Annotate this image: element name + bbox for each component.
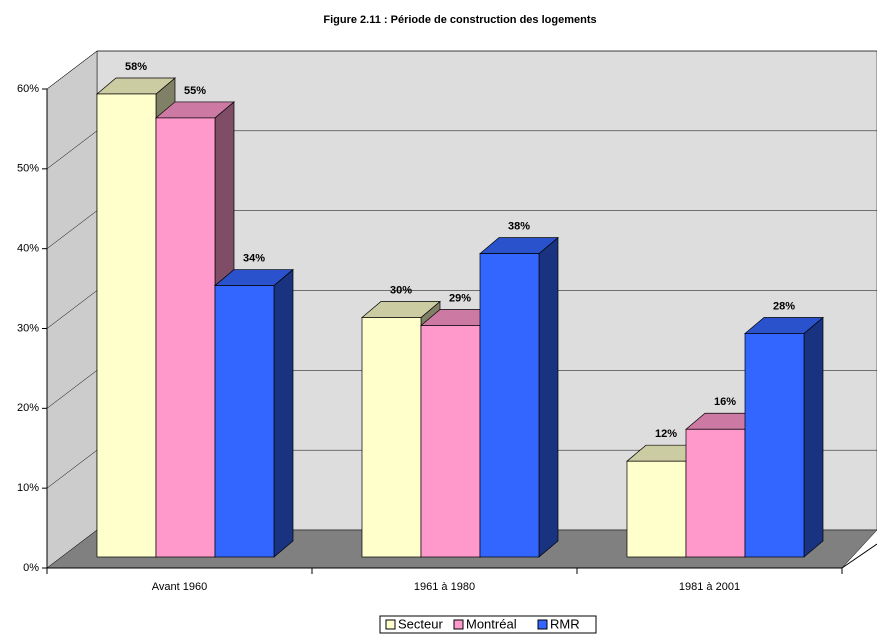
y-tick-label: 20% (17, 402, 39, 414)
bar (420, 325, 481, 558)
bar (155, 117, 216, 558)
data-label: 29% (449, 292, 471, 304)
legend-swatch (537, 619, 548, 630)
bar-side (538, 236, 559, 558)
y-tick-label: 10% (17, 482, 39, 494)
y-tick-label: 60% (17, 83, 39, 95)
bar (744, 333, 805, 558)
y-tick-label: 30% (17, 322, 39, 334)
bar (479, 253, 540, 558)
x-tick-label: 1961 à 1980 (414, 581, 475, 593)
data-label: 28% (773, 300, 795, 312)
y-tick-label: 0% (23, 562, 39, 574)
bar-side (803, 316, 824, 558)
x-tick-label: Avant 1960 (152, 581, 207, 593)
chart-title: Figure 2.11 : Période de construction de… (323, 14, 596, 26)
data-label: 58% (125, 61, 147, 73)
x-tick-label: 1981 à 2001 (679, 581, 740, 593)
legend-swatch (385, 619, 396, 630)
data-label: 34% (243, 252, 265, 264)
y-tick-label: 50% (17, 163, 39, 175)
data-label: 16% (714, 396, 736, 408)
bar (214, 285, 275, 558)
bar (96, 93, 157, 558)
bar (626, 460, 687, 558)
bar-side (273, 268, 294, 558)
bar (685, 428, 746, 558)
data-label: 12% (655, 428, 677, 440)
data-label: 30% (390, 284, 412, 296)
legend-swatch (453, 619, 464, 630)
legend-label: RMR (550, 616, 580, 631)
y-tick-label: 40% (17, 243, 39, 255)
legend-label: Secteur (398, 616, 443, 631)
legend-label: Montréal (466, 616, 517, 631)
data-label: 38% (508, 221, 530, 233)
bar (361, 317, 422, 558)
data-label: 55% (184, 85, 206, 97)
x-axis-end (841, 543, 877, 569)
grid-line (46, 50, 877, 90)
